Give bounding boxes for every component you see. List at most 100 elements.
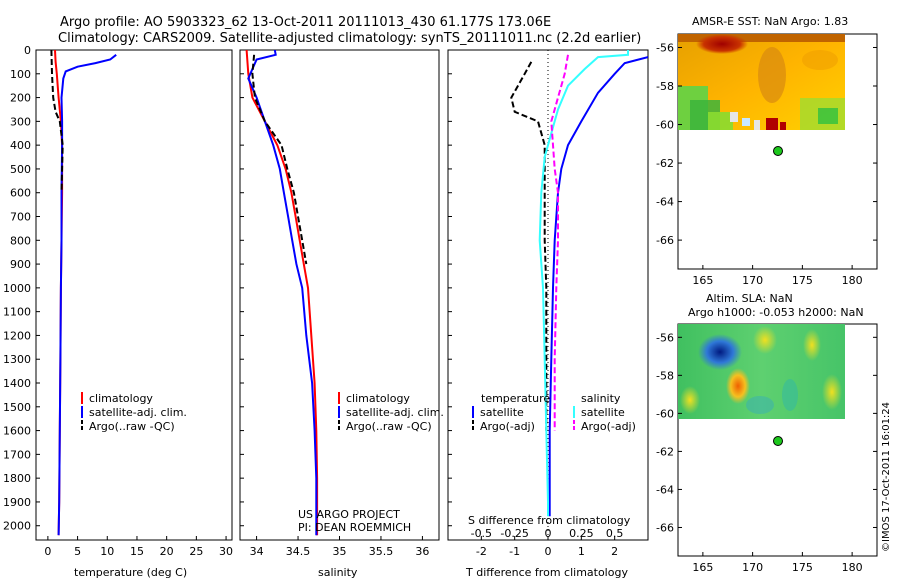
x-tick-label: 10	[100, 545, 114, 558]
series-argo-raw-qc-	[50, 50, 64, 193]
map-y-tick-label: -58	[656, 369, 674, 382]
x-tick-label: 30	[219, 545, 233, 558]
legend-t-satellite: satellite	[480, 406, 524, 419]
x-tick-label: 2	[611, 545, 618, 558]
depth-tick-label: 1700	[3, 448, 31, 461]
x-tick-label: -2	[476, 545, 487, 558]
legend-argo-2: Argo(..raw -QC)	[346, 420, 432, 433]
legend-argo: Argo(..raw -QC)	[89, 420, 175, 433]
sla-argo-marker	[773, 436, 783, 446]
x-tick-label: 0	[44, 545, 51, 558]
legend-climatology-2: climatology	[346, 392, 410, 405]
sst-field	[678, 34, 845, 130]
depth-tick-label: 1800	[3, 472, 31, 485]
sla-map-axes: 165 170 175 180 -56 -58 -60 -62 -64 -66	[656, 331, 877, 574]
legend-satellite-adj-2: satellite-adj. clim.	[346, 406, 444, 419]
depth-tick-label: 200	[10, 92, 31, 105]
legend-climatology: climatology	[89, 392, 153, 405]
sla-map-title1: Altim. SLA: NaN	[706, 292, 793, 305]
x-tick-label: 25	[189, 545, 203, 558]
map-x-tick-label: 175	[792, 274, 813, 287]
sla-field	[678, 324, 845, 419]
depth-axis: 0 100 200 300 400 500 600 700 800 900 1000 1100 1200…	[3, 44, 452, 533]
difference-xlabel: T difference from climatology	[465, 566, 628, 579]
annotation-project: US ARGO PROJECT	[298, 508, 400, 521]
x-tick-label-top: 0.5	[606, 527, 624, 540]
map-y-tick-label: -60	[656, 119, 674, 132]
x-tick-label: 20	[160, 545, 174, 558]
map-x-tick-label: 170	[742, 274, 763, 287]
legend-satellite-adj: satellite-adj. clim.	[89, 406, 187, 419]
depth-tick-label: 100	[10, 68, 31, 81]
salinity-panel	[239, 49, 440, 541]
salinity-xlabel: salinity	[318, 566, 358, 579]
depth-tick-label: 300	[10, 115, 31, 128]
map-x-tick-label: 170	[742, 561, 763, 574]
map-y-tick-label: -62	[656, 157, 674, 170]
legend-temperature-heading: temperature	[481, 392, 550, 405]
map-y-tick-label: -64	[656, 483, 674, 496]
series-argo-raw-qc-	[251, 54, 308, 265]
legend-salinity-heading: salinity	[581, 392, 621, 405]
depth-tick-label: 400	[10, 139, 31, 152]
map-x-tick-label: 180	[842, 561, 863, 574]
map-y-tick-label: -66	[656, 234, 674, 247]
series-salinity-argo-adj-	[550, 54, 569, 431]
x-tick-label: -1	[509, 545, 520, 558]
annotation-pi: PI: DEAN ROEMMICH	[298, 521, 411, 534]
temperature-panel	[35, 49, 233, 541]
sla-map-title2: Argo h1000: -0.053 h2000: NaN	[688, 306, 864, 319]
temperature-xlabel: temperature (deg C)	[74, 566, 187, 579]
header-line1: Argo profile: AO 5903323_62 13-Oct-2011 …	[60, 15, 551, 30]
depth-tick-label: 1000	[3, 282, 31, 295]
legend-s-satellite: satellite	[581, 406, 625, 419]
x-tick-label: 36	[415, 545, 429, 558]
series-climatology	[245, 50, 319, 536]
map-y-tick-label: -56	[656, 331, 674, 344]
series-satellite-adj-clim-	[57, 54, 117, 536]
series-salinity-satellite	[538, 50, 629, 517]
map-y-tick-label: -60	[656, 407, 674, 420]
x-tick-label: 35	[333, 545, 347, 558]
map-y-tick-label: -66	[656, 521, 674, 534]
depth-tick-label: 800	[10, 234, 31, 247]
series-satellite-adj-clim-	[247, 50, 318, 536]
x-tick-label: 1	[578, 545, 585, 558]
x-tick-label: 15	[130, 545, 144, 558]
sst-map-title: AMSR-E SST: NaN Argo: 1.83	[692, 15, 848, 28]
depth-tick-label: 1500	[3, 401, 31, 414]
x-tick-label: 5	[74, 545, 81, 558]
map-y-tick-label: -58	[656, 80, 674, 93]
depth-tick-label: 1300	[3, 353, 31, 366]
legend-t-argo: Argo(-adj)	[480, 420, 535, 433]
sst-map-axes: 165 170 175 180 -56 -58 -60 -62 -64 -66	[656, 41, 877, 287]
series-temperature-satellite	[548, 56, 648, 517]
map-x-tick-label: 175	[792, 561, 813, 574]
depth-tick-label: 500	[10, 163, 31, 176]
sst-argo-marker	[773, 146, 783, 156]
x-tick-label: 0	[545, 545, 552, 558]
legend-s-argo: Argo(-adj)	[581, 420, 636, 433]
map-x-tick-label: 165	[692, 274, 713, 287]
depth-tick-label: 700	[10, 211, 31, 224]
map-x-tick-label: 165	[692, 561, 713, 574]
depth-tick-label: 2000	[3, 520, 31, 533]
depth-tick-label: 1600	[3, 425, 31, 438]
x-tick-label-top: 0	[545, 527, 552, 540]
depth-tick-label: 1900	[3, 496, 31, 509]
credit: ©IMOS 17-Oct-2011 16:01:24	[881, 402, 892, 552]
x-tick-label-top: 0.25	[569, 527, 594, 540]
map-y-tick-label: -64	[656, 196, 674, 209]
map-y-tick-label: -62	[656, 445, 674, 458]
difference-xlabel-top: S difference from climatology	[468, 514, 631, 527]
salinity-legend: climatology satellite-adj. clim. Argo(..…	[338, 392, 444, 433]
x-tick-label-top: -0.25	[500, 527, 528, 540]
x-tick-label-top: -0.5	[471, 527, 492, 540]
depth-tick-label: 0	[24, 44, 31, 57]
depth-tick-label: 1100	[3, 306, 31, 319]
x-tick-label: 34.5	[286, 545, 311, 558]
map-y-tick-label: -56	[656, 41, 674, 54]
difference-legend: temperature salinity satellite Argo(-adj…	[472, 392, 636, 433]
depth-tick-label: 900	[10, 258, 31, 271]
